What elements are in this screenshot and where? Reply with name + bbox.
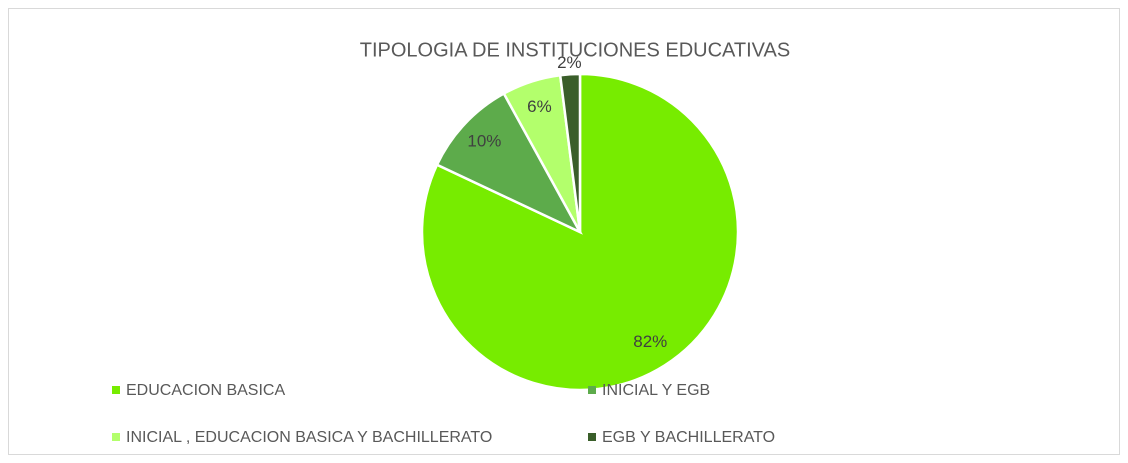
pie-slice [558,72,582,233]
legend-marker [588,386,596,394]
data-label: 82% [633,332,667,351]
data-label: 6% [527,97,552,116]
pie-slice [435,91,583,235]
legend-label: INICIAL , EDUCACION BASICA Y BACHILLERAT… [126,429,492,446]
legend-marker [588,433,596,441]
legend-marker [112,433,120,441]
data-label: 10% [467,132,501,151]
legend-label: EDUCACION BASICA [126,382,285,399]
data-label: 2% [557,53,582,72]
legend-label: INICIAL Y EGB [602,382,710,399]
chart-title: TIPOLOGIA DE INSTITUCIONES EDUCATIVAS [360,39,790,61]
legend-label: EGB Y BACHILLERATO [602,429,775,446]
legend-marker [112,386,120,394]
